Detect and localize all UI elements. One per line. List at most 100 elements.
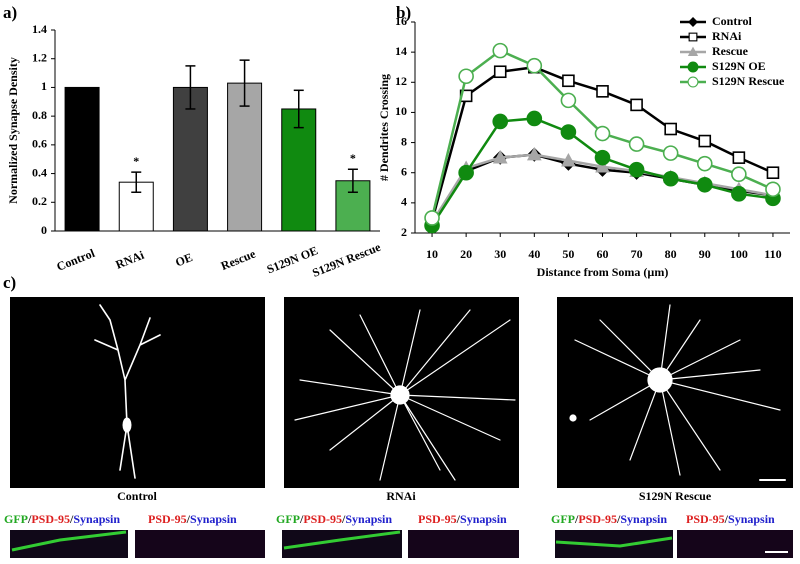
error-bar bbox=[131, 171, 142, 193]
marker bbox=[662, 170, 679, 187]
y-tick-label: 0 bbox=[41, 223, 47, 237]
x-tick-label: RNAi bbox=[114, 248, 147, 272]
x-tick-label: 80 bbox=[665, 247, 677, 261]
stain-label-part: PSD-95 bbox=[686, 512, 725, 526]
x-tick-label: 20 bbox=[460, 247, 472, 261]
x-tick-label: 110 bbox=[764, 247, 781, 261]
marker bbox=[560, 124, 577, 140]
x-tick-label: OE bbox=[173, 250, 194, 269]
marker bbox=[493, 65, 507, 79]
stain-label-part: / bbox=[724, 512, 729, 526]
marker bbox=[594, 125, 611, 142]
marker bbox=[688, 32, 698, 42]
marker bbox=[458, 164, 474, 181]
legend-label: S129N OE bbox=[712, 59, 766, 73]
stain-label: GFP/PSD-95/Synapsin bbox=[551, 512, 667, 526]
annotation: * bbox=[350, 151, 356, 165]
stain-label-part: / bbox=[574, 512, 579, 526]
x-tick-label: 30 bbox=[494, 247, 506, 261]
legend-label: S129N Rescue bbox=[712, 74, 785, 88]
x-tick-label: Control bbox=[55, 246, 98, 274]
marker bbox=[688, 17, 698, 27]
stain-label-part: / bbox=[299, 512, 304, 526]
stain-label-part: / bbox=[616, 512, 621, 526]
neuron-drawing bbox=[569, 304, 786, 481]
y-tick-label: 8 bbox=[401, 134, 407, 148]
stain-label-part: Synapsin bbox=[728, 512, 775, 526]
marker bbox=[628, 136, 645, 152]
marker bbox=[424, 210, 440, 226]
image-caption: RNAi bbox=[386, 489, 416, 503]
marker bbox=[594, 149, 611, 166]
error-bar bbox=[347, 168, 358, 193]
marker bbox=[595, 159, 610, 173]
marker bbox=[630, 98, 643, 112]
x-tick-label: 60 bbox=[597, 247, 609, 261]
marker bbox=[526, 110, 543, 127]
marker bbox=[562, 74, 575, 88]
error-bar bbox=[185, 65, 196, 110]
x-tick-label: 40 bbox=[528, 247, 540, 261]
y-axis-title: Normalized Synapse Density bbox=[6, 57, 20, 204]
marker bbox=[628, 161, 645, 178]
annotation: * bbox=[133, 154, 139, 168]
marker bbox=[492, 113, 509, 130]
stain-label-part: / bbox=[69, 512, 74, 526]
y-tick-label: 10 bbox=[395, 104, 407, 118]
legend-label: RNAi bbox=[712, 29, 742, 43]
stain-label-part: GFP bbox=[551, 512, 575, 526]
marker bbox=[560, 92, 577, 109]
y-tick-label: 1 bbox=[41, 79, 47, 93]
panel-label: c) bbox=[3, 273, 16, 292]
stain-label-part: / bbox=[186, 512, 191, 526]
micrograph bbox=[557, 297, 793, 488]
marker bbox=[687, 61, 699, 73]
micrograph bbox=[10, 297, 265, 488]
stain-label-part: PSD-95 bbox=[31, 512, 70, 526]
marker bbox=[492, 42, 509, 59]
x-tick-label: 70 bbox=[631, 247, 643, 261]
panel-label: a) bbox=[3, 3, 17, 22]
x-tick-label: S129N Rescue bbox=[310, 240, 383, 280]
stain-label: PSD-95/Synapsin bbox=[418, 512, 507, 526]
marker bbox=[662, 145, 679, 161]
marker bbox=[731, 186, 747, 202]
x-axis-title: Distance from Soma (µm) bbox=[537, 265, 669, 279]
legend-label: Control bbox=[712, 14, 752, 28]
y-tick-label: 4 bbox=[401, 195, 407, 209]
marker bbox=[731, 166, 747, 183]
marker bbox=[732, 151, 746, 164]
stain-label: PSD-95/Synapsin bbox=[148, 512, 237, 526]
x-tick-label: 50 bbox=[562, 247, 574, 261]
legend-label: Rescue bbox=[712, 44, 749, 58]
image-caption: S129N Rescue bbox=[639, 489, 712, 503]
marker bbox=[458, 68, 474, 85]
stain-label-part: GFP bbox=[4, 512, 28, 526]
error-bar bbox=[239, 59, 250, 107]
stain-label-part: PSD-95 bbox=[303, 512, 342, 526]
bar bbox=[64, 86, 100, 232]
marker bbox=[696, 155, 713, 172]
y-tick-label: 1.2 bbox=[32, 50, 47, 64]
stain-label: GFP/PSD-95/Synapsin bbox=[276, 512, 392, 526]
stain-label-part: PSD-95 bbox=[578, 512, 617, 526]
stain-label-part: GFP bbox=[276, 512, 300, 526]
marker bbox=[687, 76, 699, 88]
marker bbox=[492, 149, 508, 164]
stain-label-part: / bbox=[27, 512, 32, 526]
stain-label-part: Synapsin bbox=[620, 512, 667, 526]
bar bbox=[281, 108, 317, 232]
bar bbox=[172, 86, 208, 232]
bar bbox=[227, 82, 263, 232]
marker bbox=[698, 134, 712, 148]
marker bbox=[696, 176, 713, 193]
image-caption: Control bbox=[117, 489, 157, 503]
marker bbox=[526, 146, 542, 161]
stain-strips bbox=[10, 530, 793, 558]
stain-label-part: PSD-95 bbox=[418, 512, 457, 526]
x-tick-label: 90 bbox=[699, 247, 711, 261]
stain-label: GFP/PSD-95/Synapsin bbox=[4, 512, 120, 526]
marker bbox=[766, 166, 780, 180]
stain-label: PSD-95/Synapsin bbox=[686, 512, 775, 526]
